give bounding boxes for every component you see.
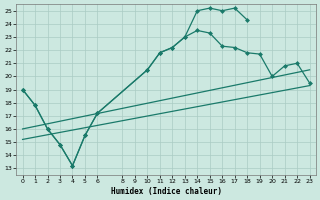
X-axis label: Humidex (Indice chaleur): Humidex (Indice chaleur) [111,187,221,196]
